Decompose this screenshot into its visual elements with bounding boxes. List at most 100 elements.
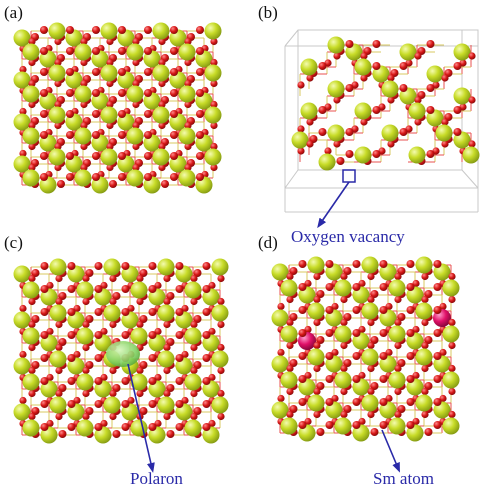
oxygen-atom	[193, 315, 202, 323]
oxygen-atom	[184, 37, 192, 46]
oxygen-atom	[158, 58, 166, 67]
oxygen-atom	[136, 320, 144, 329]
oxygen-atom	[304, 325, 312, 334]
oxygen-atom	[148, 354, 157, 362]
oxygen-atom	[139, 269, 148, 277]
cation-atom	[415, 394, 433, 412]
sm-annotation: Sm atom	[373, 469, 434, 488]
oxygen-atom	[31, 361, 40, 369]
oxygen-atom	[345, 40, 354, 48]
oxygen-atom	[121, 331, 130, 339]
unit-cell-box	[284, 29, 479, 213]
oxygen-atom	[80, 37, 88, 46]
cation-atom	[388, 279, 406, 297]
oxygen-atom	[424, 382, 433, 390]
oxygen-atom	[340, 295, 348, 304]
oxygen-atom	[325, 375, 334, 383]
cation-atom	[130, 373, 148, 391]
oxygen-atom	[324, 147, 332, 155]
oxygen-atom	[148, 400, 157, 408]
oxygen-atom	[40, 308, 49, 316]
oxygen-atom	[340, 272, 348, 281]
oxygen-atom	[58, 338, 67, 346]
oxygen-atom	[92, 26, 100, 34]
oxygen-atom	[106, 121, 114, 130]
oxygen-atom	[379, 260, 388, 268]
oxygen-atom	[193, 361, 202, 369]
oxygen-atom	[196, 68, 204, 76]
oxygen-atom	[340, 364, 348, 373]
oxygen-atom	[190, 366, 198, 375]
oxygen-atom	[298, 329, 307, 337]
oxygen-atom	[73, 396, 81, 405]
oxygen-atom	[406, 421, 415, 429]
oxygen-atom	[379, 398, 388, 406]
oxygen-atom	[46, 373, 54, 382]
oxygen-atom	[217, 389, 225, 398]
oxygen-atom	[367, 295, 375, 304]
vacancy-arrow	[317, 181, 350, 229]
oxygen-atom	[286, 341, 294, 350]
oxygen-atom	[163, 343, 171, 352]
oxygen-atom	[277, 394, 285, 403]
cation-atom	[126, 85, 144, 103]
oxygen-atom	[136, 274, 144, 283]
oxygen-atom	[28, 163, 36, 172]
oxygen-atom	[118, 47, 126, 55]
oxygen-atom	[112, 430, 121, 438]
cation-atom	[280, 417, 298, 435]
oxygen-atom	[367, 387, 375, 396]
oxygen-atom	[358, 371, 366, 380]
oxygen-atom	[19, 107, 27, 116]
oxygen-atom	[28, 142, 36, 151]
oxygen-atom	[67, 331, 76, 339]
oxygen-atom	[426, 40, 435, 48]
oxygen-atom	[190, 412, 198, 421]
oxygen-atom	[106, 142, 114, 151]
oxygen-atom	[46, 281, 54, 290]
cation-atom	[334, 417, 352, 435]
oxygen-atom	[414, 96, 422, 104]
oxygen-atom	[196, 110, 204, 118]
oxygen-atom	[118, 89, 126, 97]
cation-atom	[13, 155, 31, 173]
cation-atom	[307, 348, 325, 366]
oxygen-atom	[28, 274, 36, 283]
cation-atom	[271, 355, 289, 373]
oxygen-atom	[340, 410, 348, 419]
oxygen-atom	[379, 375, 388, 383]
oxygen-atom	[127, 304, 135, 313]
oxygen-atom	[82, 412, 90, 421]
oxygen-atom	[439, 394, 447, 403]
oxygen-atom	[54, 121, 62, 130]
cation-atom	[178, 43, 196, 61]
oxygen-atom	[298, 306, 307, 314]
oxygen-atom	[136, 297, 144, 306]
oxygen-atom	[40, 89, 48, 97]
oxygen-atom	[55, 343, 63, 352]
oxygen-atom	[161, 180, 169, 188]
oxygen-atom	[109, 412, 117, 421]
cation-atom	[334, 279, 352, 297]
oxygen-atom	[163, 412, 171, 421]
oxygen-atom	[67, 262, 76, 270]
oxygen-atom	[313, 387, 321, 396]
cation-atom	[48, 148, 66, 166]
oxygen-atom	[184, 142, 192, 151]
oxygen-atom	[370, 290, 379, 298]
oxygen-atom	[73, 350, 81, 359]
oxygen-atom	[19, 304, 27, 313]
oxygen-atom	[217, 412, 225, 421]
cation-atom	[76, 327, 94, 345]
cation-atom	[178, 85, 196, 103]
oxygen-atom	[67, 308, 76, 316]
oxygen-atom	[379, 421, 388, 429]
oxygen-atom	[412, 325, 420, 334]
oxygen-atom	[132, 79, 140, 88]
cation-atom	[126, 43, 144, 61]
oxygen-atom	[175, 308, 184, 316]
oxygen-atom	[132, 58, 140, 67]
cation-atom	[103, 258, 121, 276]
oxygen-atom	[345, 150, 354, 158]
cation-atom	[22, 419, 40, 437]
